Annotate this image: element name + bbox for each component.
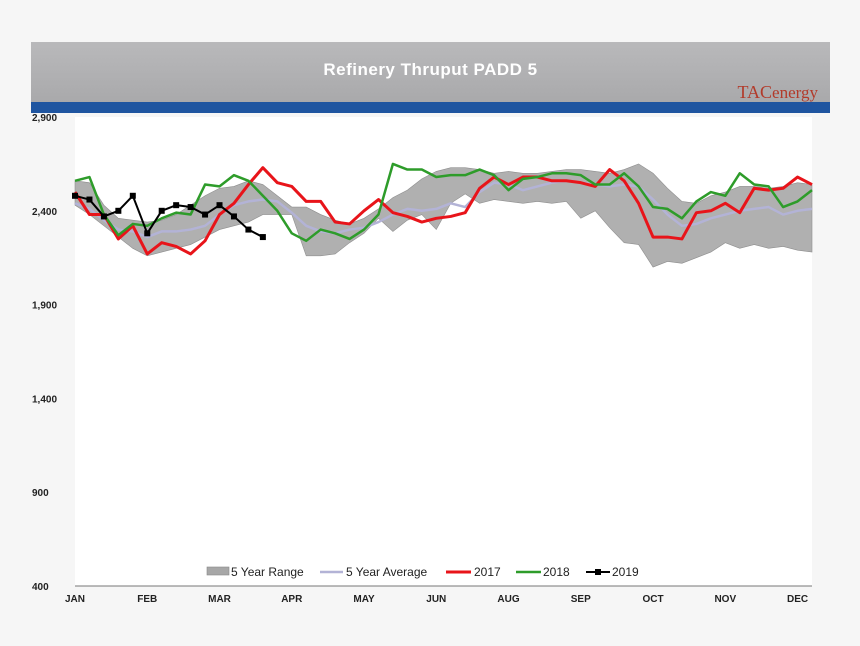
blue-band — [31, 102, 830, 113]
point-2019 — [86, 196, 93, 203]
point-2019 — [173, 202, 180, 209]
point-2019 — [245, 226, 252, 233]
y-tick-label: 2,400 — [32, 207, 57, 218]
legend-swatch-range — [206, 566, 230, 576]
logo-secondary: energy — [772, 83, 818, 102]
x-tick-label: DEC — [787, 594, 808, 605]
y-tick-label: 900 — [32, 488, 49, 499]
point-2019 — [100, 213, 107, 220]
x-tick-label: SEP — [571, 594, 591, 605]
series-line-y2018 — [74, 162, 813, 243]
point-2019 — [144, 230, 151, 237]
x-tick-label: NOV — [714, 594, 736, 605]
point-2019 — [202, 211, 209, 218]
point-2019 — [72, 192, 78, 199]
x-tick-label: AUG — [497, 594, 519, 605]
legend-label-2017: 2017 — [474, 565, 501, 579]
series-line-y2017 — [73, 166, 813, 256]
x-tick-label: FEB — [137, 594, 157, 605]
legend-marker-2019 — [595, 569, 601, 575]
y-tick-label: 1,400 — [32, 394, 57, 405]
brand-logo: TACenergy — [737, 82, 818, 103]
point-2019 — [158, 207, 165, 214]
y-tick-label: 1,900 — [32, 301, 57, 312]
five-year-range-band — [74, 163, 813, 268]
chart-title: Refinery Thruput PADD 5 — [323, 60, 538, 79]
x-tick-label: MAY — [353, 594, 375, 605]
point-2019 — [129, 192, 136, 199]
x-tick-label: JUN — [426, 594, 446, 605]
y-tick-label: 2,900 — [32, 113, 57, 124]
y-tick-label: 400 — [32, 582, 49, 593]
x-tick-label: JAN — [65, 594, 85, 605]
point-2019 — [187, 204, 194, 211]
point-2019 — [216, 202, 223, 209]
legend-label-average: 5 Year Average — [346, 565, 428, 579]
title-band: Refinery Thruput PADD 5 TACenergy — [31, 42, 830, 102]
legend-label-2018: 2018 — [543, 565, 570, 579]
point-2019 — [259, 234, 266, 241]
point-2019 — [230, 213, 237, 220]
x-tick-label: OCT — [642, 594, 663, 605]
x-tick-label: APR — [281, 594, 303, 605]
logo-primary: TAC — [737, 82, 773, 102]
point-2019 — [115, 207, 122, 214]
x-tick-label: MAR — [208, 594, 232, 605]
legend-label-range: 5 Year Range — [231, 565, 304, 579]
legend-label-2019: 2019 — [612, 565, 639, 579]
